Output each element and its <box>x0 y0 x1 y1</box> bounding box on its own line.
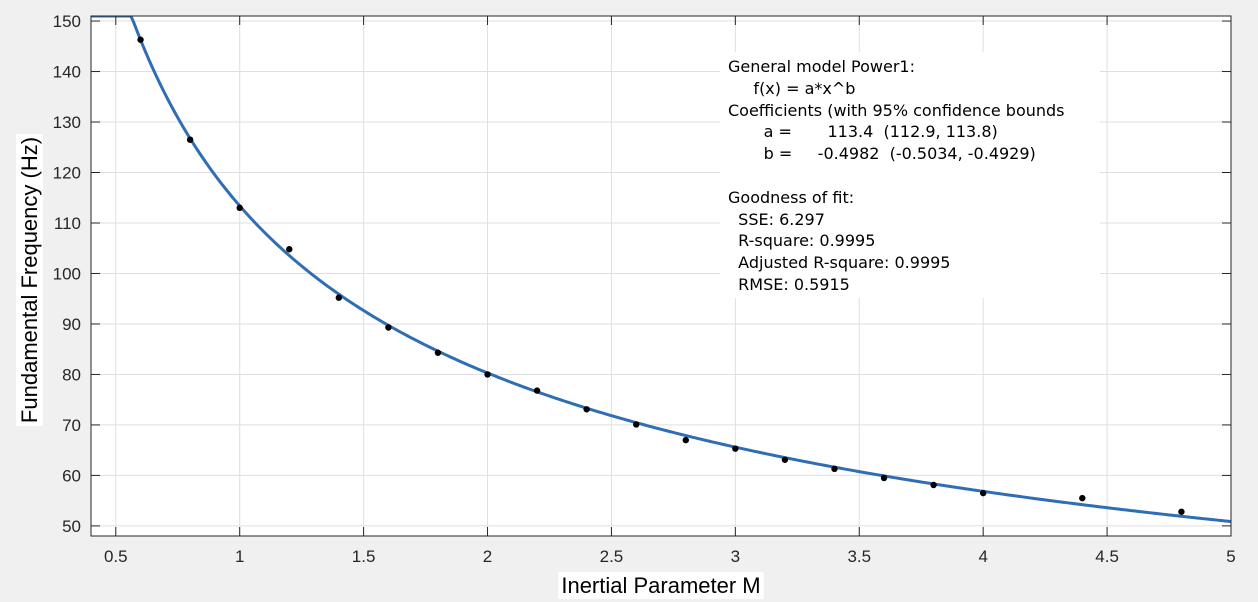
annotation-line: b = -0.4982 (-0.5034, -0.4929) <box>728 144 1036 164</box>
annotation-line: RMSE: 0.5915 <box>728 274 850 294</box>
x-tick-label: 5 <box>1226 547 1235 566</box>
data-point <box>434 349 442 356</box>
annotation-line: SSE: 6.297 <box>728 209 825 229</box>
axes-box <box>90 15 1232 537</box>
data-point <box>781 456 789 463</box>
data-point <box>583 406 590 413</box>
y-axis-label-background <box>16 133 43 427</box>
fit-curve-layer <box>91 16 1231 524</box>
x-tick-label: 1.5 <box>352 547 376 566</box>
annotation-line: f(x) = a*x^b <box>728 78 856 98</box>
x-tick-label: 4.5 <box>1095 547 1119 566</box>
data-point <box>732 445 739 452</box>
data-point <box>385 324 392 331</box>
y-tick-label: 100 <box>53 264 81 283</box>
data-point <box>533 387 541 394</box>
fit-results-annotation: General model Power1: f(x) = a*x^b Coeffi… <box>720 52 1100 298</box>
data-point <box>236 204 243 212</box>
data-point <box>286 246 293 253</box>
data-point <box>186 136 194 143</box>
data-point <box>137 36 144 43</box>
annotation-line: Goodness of fit: <box>728 187 855 207</box>
annotation-line <box>728 165 1100 187</box>
x-tick-label: 0.5 <box>104 547 128 566</box>
data-point <box>930 481 937 489</box>
x-tick-label: 2 <box>483 547 492 566</box>
x-axis-label: Inertial Parameter M <box>561 573 760 598</box>
y-tick-label: 90 <box>62 315 81 334</box>
y-tick-label: 110 <box>54 214 81 233</box>
y-tick-label: 120 <box>53 164 81 183</box>
annotation-line: R-square: 0.9995 <box>728 231 876 251</box>
annotation-line: General model Power1: <box>728 57 915 76</box>
data-points-layer <box>137 36 1185 515</box>
data-point <box>979 489 987 497</box>
data-point <box>484 371 491 378</box>
y-tick-label: 80 <box>62 365 81 384</box>
fit-curve <box>91 16 1231 524</box>
data-point <box>831 465 838 473</box>
axis-ticks: 0.5 1 1.5 2 2.5 3 3.5 4 4.5 5 50 60 70 80 90 100 110 120 1… <box>53 12 1236 566</box>
data-point <box>880 474 888 482</box>
y-tick-label: 140 <box>53 63 81 82</box>
data-point <box>682 436 689 444</box>
y-tick-label: 130 <box>53 113 81 132</box>
data-point <box>1178 508 1185 515</box>
x-tick-label: 3.5 <box>847 547 871 566</box>
data-point <box>1079 494 1086 502</box>
y-tick-label: 70 <box>62 416 81 435</box>
annotation-line: Adjusted R-square: 0.9995 <box>728 253 951 273</box>
y-tick-label: 60 <box>62 466 81 485</box>
y-axis-label: Fundamental Frequency (Hz) <box>17 137 42 423</box>
x-axis-label-background <box>558 572 764 599</box>
annotation-line: Coefficients (with 95% confidence bounds <box>728 100 1065 120</box>
y-tick-label: 50 <box>62 517 81 536</box>
data-point <box>335 294 343 301</box>
y-tick-label: 150 <box>53 12 81 31</box>
x-tick-label: 4 <box>978 547 987 566</box>
x-tick-label: 1 <box>235 547 244 566</box>
x-tick-label: 3 <box>731 547 740 566</box>
annotation-line: a = 113.4 (112.9, 113.8) <box>728 122 998 142</box>
x-tick-label: 2.5 <box>600 547 624 566</box>
data-point <box>633 421 640 428</box>
